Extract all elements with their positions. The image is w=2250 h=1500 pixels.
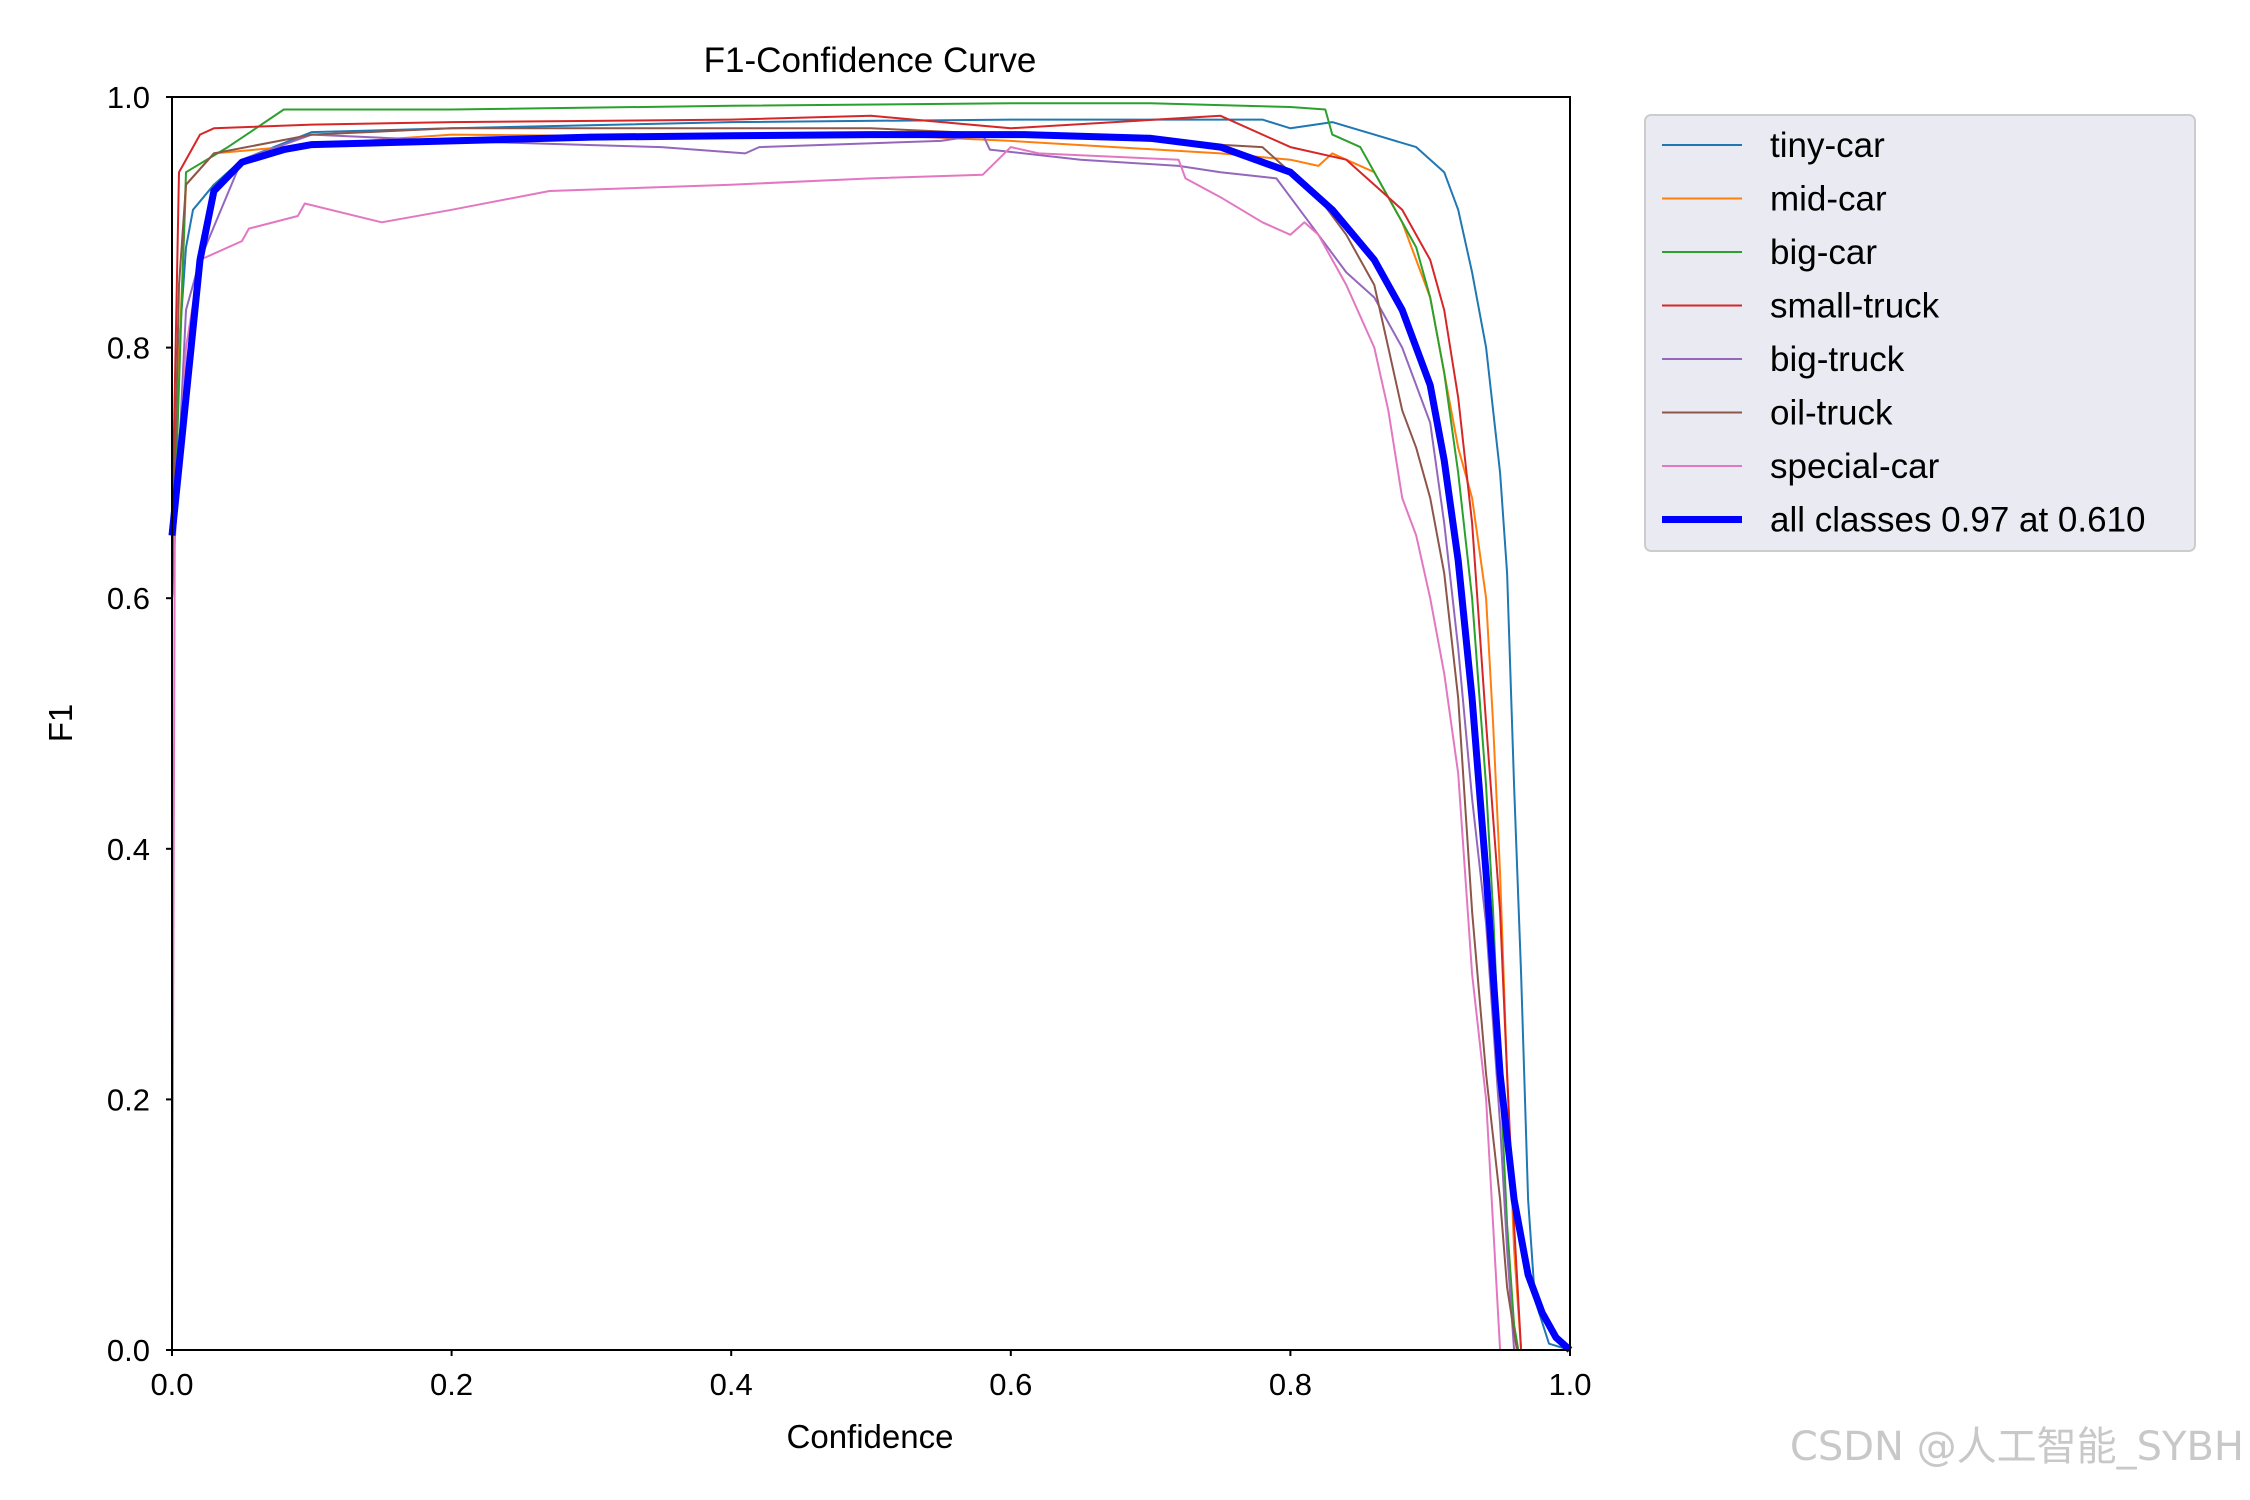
plot-lines [168, 102, 1573, 1353]
y-tick-label: 1.0 [107, 80, 150, 115]
series-line-tiny-car [171, 118, 1571, 1351]
x-tick-label: 0.2 [430, 1367, 473, 1402]
y-axis-title: F1 [42, 704, 79, 743]
series-line-big-car [171, 102, 1520, 1351]
chart-title: F1-Confidence Curve [704, 41, 1037, 80]
x-axis-title: Confidence [787, 1418, 954, 1455]
legend-label: big-truck [1770, 340, 1905, 379]
x-tick-label: 0.8 [1269, 1367, 1312, 1402]
series-line-special-car [171, 146, 1502, 1351]
y-tick-label: 0.6 [107, 581, 150, 616]
x-ticks: 0.0 0.2 0.4 0.6 0.8 1.0 [150, 1350, 1592, 1402]
legend-label: all classes 0.97 at 0.610 [1770, 501, 2146, 540]
legend-items: tiny-car mid-car big-car small-truck big-tru… [1662, 126, 2146, 540]
y-tick-label: 0.8 [107, 331, 150, 366]
legend-label: small-truck [1770, 287, 1940, 326]
legend-label: big-car [1770, 233, 1877, 272]
series-line-all-total [168, 131, 1573, 1353]
x-tick-label: 0.4 [710, 1367, 753, 1402]
legend-box [1644, 114, 2196, 552]
y-tick-label: 0.4 [107, 832, 150, 867]
series-line-oil-truck [171, 127, 1518, 1351]
legend-label: mid-car [1770, 180, 1887, 219]
watermark-text: CSDN @人工智能_SYBH [1789, 1424, 2244, 1470]
legend-label: oil-truck [1770, 394, 1893, 433]
y-tick-label: 0.0 [107, 1333, 150, 1368]
series-line-mid-car [171, 133, 1523, 1351]
y-tick-label: 0.2 [107, 1082, 150, 1117]
y-ticks: 0.0 0.2 0.4 0.6 0.8 1.0 [107, 80, 172, 1368]
x-tick-label: 0.6 [989, 1367, 1032, 1402]
series-line-big-truck [171, 133, 1516, 1351]
x-tick-label: 0.0 [150, 1367, 193, 1402]
legend-label: tiny-car [1770, 126, 1885, 165]
series-line-small-truck [171, 114, 1523, 1351]
legend-label: special-car [1770, 447, 1940, 486]
x-tick-label: 1.0 [1548, 1367, 1591, 1402]
legend: tiny-car mid-car big-car small-truck big-tru… [1644, 114, 2196, 552]
plot-frame [171, 96, 1571, 1351]
